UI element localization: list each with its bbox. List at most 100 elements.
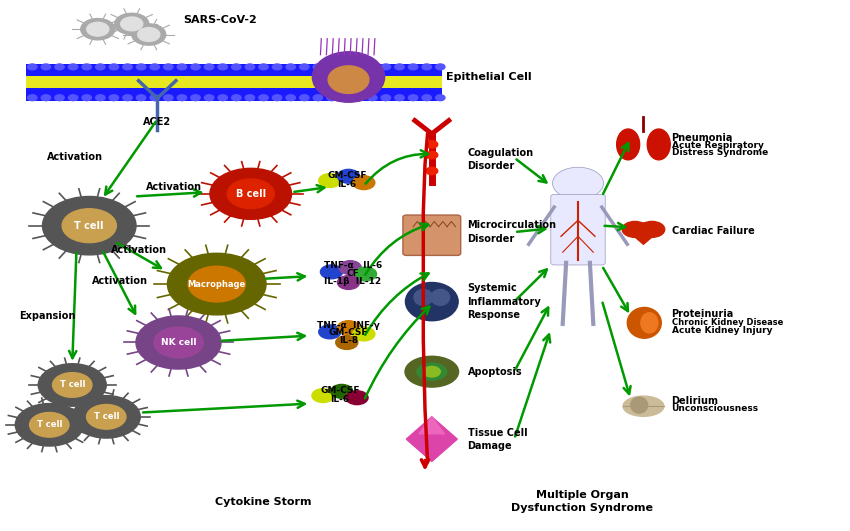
Circle shape [426, 167, 438, 175]
Circle shape [132, 24, 166, 45]
Circle shape [68, 95, 77, 101]
Ellipse shape [313, 52, 384, 102]
Circle shape [337, 321, 360, 335]
Circle shape [245, 64, 255, 70]
Text: Distress Syndrome: Distress Syndrome [672, 149, 768, 157]
Text: IL-1β  IL-12: IL-1β IL-12 [324, 277, 382, 286]
Circle shape [82, 64, 91, 70]
Circle shape [394, 95, 405, 101]
Circle shape [95, 64, 105, 70]
Circle shape [231, 95, 241, 101]
Text: Expansion: Expansion [19, 311, 75, 321]
Circle shape [340, 95, 350, 101]
FancyBboxPatch shape [26, 64, 442, 76]
Polygon shape [625, 223, 662, 244]
Circle shape [136, 316, 221, 369]
Circle shape [394, 64, 405, 70]
Circle shape [381, 95, 391, 101]
Circle shape [354, 95, 363, 101]
Circle shape [299, 95, 309, 101]
Circle shape [231, 64, 241, 70]
Circle shape [426, 141, 438, 148]
Ellipse shape [405, 282, 458, 321]
Circle shape [150, 64, 160, 70]
Circle shape [258, 64, 269, 70]
Circle shape [320, 265, 343, 279]
Circle shape [313, 64, 322, 70]
Text: Acute Respiratory: Acute Respiratory [672, 141, 763, 150]
Circle shape [272, 95, 282, 101]
Text: Multiple Organ
Dysfunction Syndrome: Multiple Organ Dysfunction Syndrome [511, 490, 654, 513]
Circle shape [336, 336, 358, 349]
Circle shape [41, 64, 50, 70]
Circle shape [81, 19, 115, 40]
Ellipse shape [623, 396, 664, 416]
Circle shape [331, 384, 353, 398]
Circle shape [227, 179, 275, 209]
Circle shape [367, 95, 377, 101]
Polygon shape [419, 417, 445, 434]
Text: IL-6: IL-6 [337, 180, 356, 189]
Circle shape [204, 64, 214, 70]
Circle shape [87, 405, 126, 429]
Circle shape [54, 64, 65, 70]
Circle shape [258, 95, 269, 101]
Text: Systemic
Inflammatory
Response: Systemic Inflammatory Response [468, 284, 541, 320]
Circle shape [121, 17, 143, 31]
Circle shape [299, 64, 309, 70]
Circle shape [423, 366, 440, 377]
FancyBboxPatch shape [551, 194, 605, 265]
Text: T cell: T cell [37, 421, 62, 429]
Ellipse shape [627, 307, 661, 338]
Circle shape [188, 266, 246, 302]
Circle shape [353, 327, 375, 341]
Circle shape [82, 95, 91, 101]
Text: Proteinuria: Proteinuria [672, 310, 734, 319]
Circle shape [408, 64, 418, 70]
Text: TNF-α   IL-6: TNF-α IL-6 [324, 261, 382, 270]
Circle shape [177, 95, 187, 101]
Circle shape [122, 95, 133, 101]
Circle shape [54, 95, 65, 101]
Circle shape [190, 95, 201, 101]
Text: Delirium: Delirium [672, 396, 718, 406]
Text: CF: CF [347, 269, 359, 278]
Circle shape [218, 95, 228, 101]
Circle shape [122, 64, 133, 70]
Circle shape [312, 389, 334, 402]
Circle shape [552, 167, 604, 199]
Circle shape [337, 276, 360, 289]
Circle shape [167, 253, 266, 315]
Circle shape [72, 396, 140, 438]
Ellipse shape [622, 221, 648, 237]
Ellipse shape [616, 129, 639, 160]
Circle shape [27, 64, 37, 70]
Ellipse shape [641, 313, 658, 333]
Text: NK cell: NK cell [161, 338, 196, 347]
Circle shape [177, 64, 187, 70]
Circle shape [136, 95, 146, 101]
Text: Activation: Activation [146, 182, 202, 192]
Polygon shape [406, 417, 457, 461]
Circle shape [408, 95, 418, 101]
Text: Cardiac Failure: Cardiac Failure [672, 226, 754, 236]
Circle shape [381, 64, 391, 70]
Circle shape [422, 64, 431, 70]
Text: IL-8: IL-8 [339, 337, 358, 345]
Text: GM-CSF: GM-CSF [329, 329, 368, 337]
Ellipse shape [414, 289, 433, 305]
Circle shape [115, 13, 149, 35]
Text: Chronic Kidney Disease: Chronic Kidney Disease [672, 318, 783, 327]
Circle shape [319, 174, 341, 187]
Circle shape [340, 64, 350, 70]
Text: Cytokine Storm: Cytokine Storm [215, 497, 312, 507]
Circle shape [339, 261, 361, 275]
Text: SARS-CoV-2: SARS-CoV-2 [183, 15, 257, 24]
Text: Activation: Activation [92, 277, 148, 286]
Circle shape [190, 64, 201, 70]
Ellipse shape [416, 363, 447, 380]
Circle shape [95, 95, 105, 101]
Text: Apoptosis: Apoptosis [468, 367, 522, 376]
Circle shape [154, 327, 203, 358]
Text: IL-6: IL-6 [331, 395, 349, 404]
